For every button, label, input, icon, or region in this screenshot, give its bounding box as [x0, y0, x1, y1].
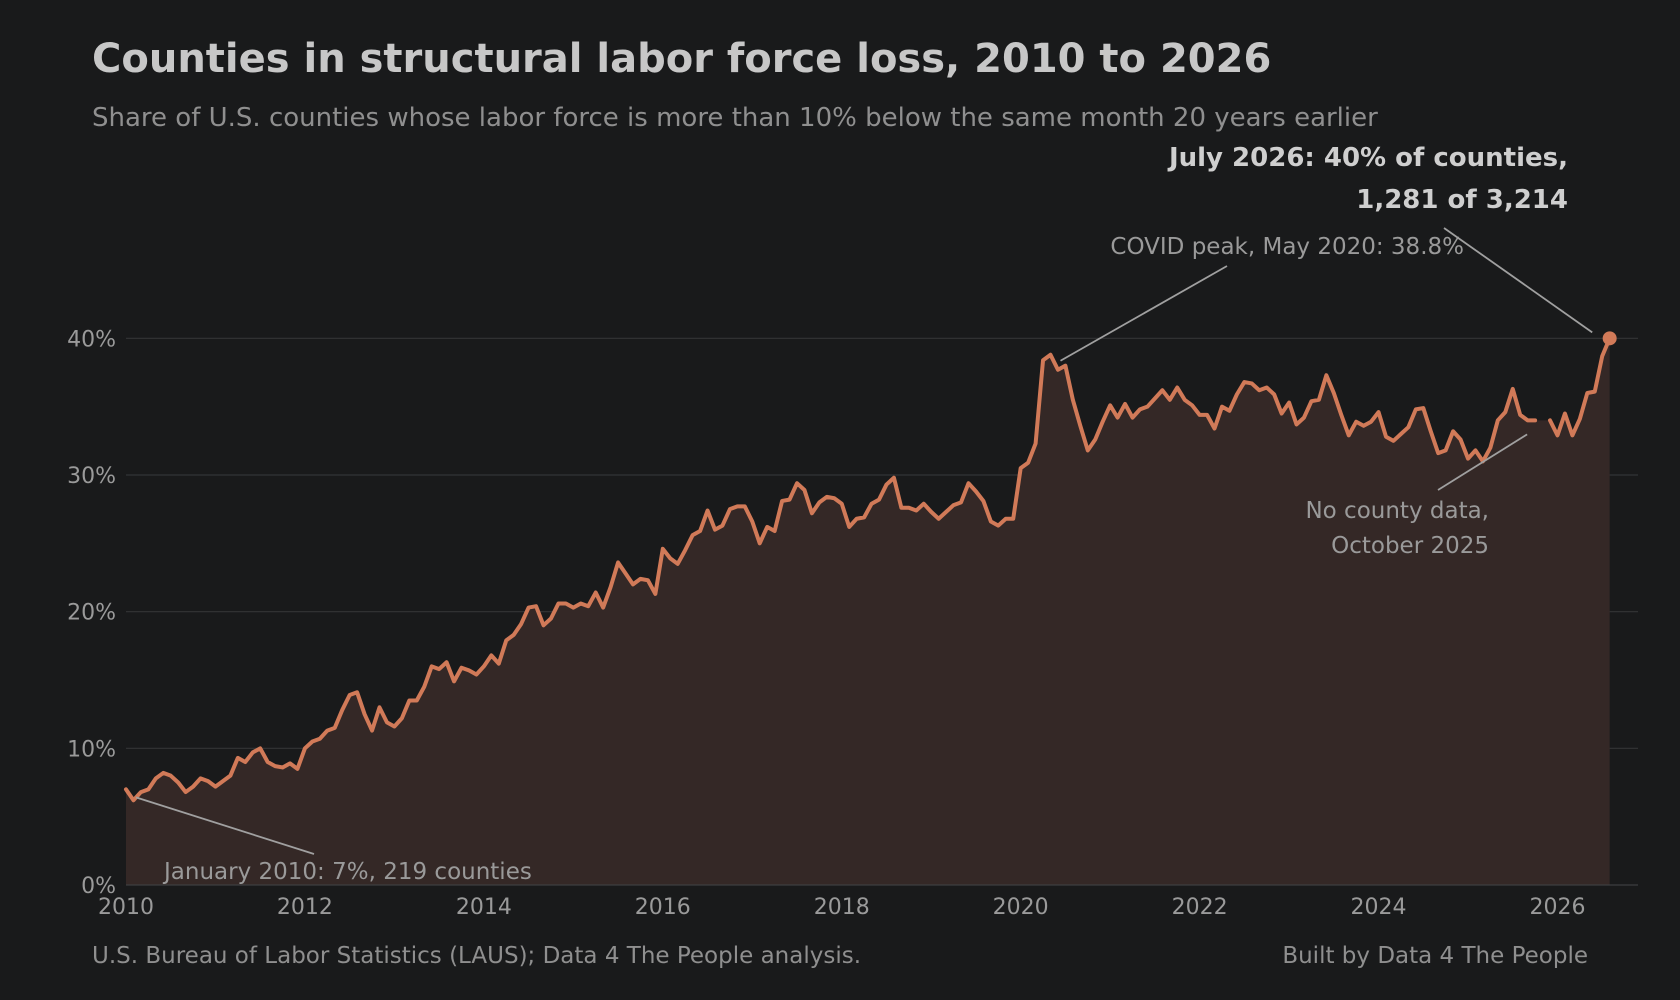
x-tick-label: 2012 — [277, 895, 333, 920]
y-tick-label: 0% — [81, 874, 116, 899]
annotation-leader-covid-peak — [1060, 265, 1228, 362]
annotation-leader-no-data — [1437, 433, 1528, 491]
credit-note: Built by Data 4 The People — [1282, 943, 1588, 969]
annotation-covid-peak: COVID peak, May 2020: 38.8% — [1110, 234, 1464, 260]
x-tick-label: 2010 — [98, 895, 154, 920]
x-tick-label: 2026 — [1529, 895, 1585, 920]
annotation-leader-jan-2010 — [135, 796, 315, 855]
x-tick-label: 2024 — [1351, 895, 1407, 920]
chart-title: Counties in structural labor force loss,… — [92, 36, 1272, 82]
y-tick-label: 20% — [67, 601, 116, 626]
annotation-jul-2026-line-1: July 2026: 40% of counties, — [1167, 143, 1568, 173]
x-tick-label: 2022 — [1172, 895, 1228, 920]
area-fill — [126, 338, 1610, 885]
annotation-no-data-line-2: October 2025 — [1331, 533, 1489, 559]
y-tick-label: 10% — [67, 737, 116, 762]
axes: 0% 10% 20% 30% 40% 2010 2012 2014 2016 2018 2020 20… — [67, 327, 1638, 920]
annotation-leader-jul-2026 — [1443, 227, 1593, 334]
annotation-jan-2010: January 2010: 7%, 219 counties — [162, 859, 532, 885]
x-tick-label: 2018 — [814, 895, 870, 920]
annotation-no-data-line-1: No county data, — [1305, 498, 1489, 524]
series-line-layer — [124, 331, 1617, 803]
area-fill-layer — [126, 338, 1610, 885]
annotation-jul-2026-line-2: 1,281 of 3,214 — [1356, 185, 1568, 215]
latest-point-marker — [1602, 331, 1617, 346]
x-tick-label: 2020 — [993, 895, 1049, 920]
y-tick-label: 30% — [67, 464, 116, 489]
series-line-segment-1 — [124, 352, 1538, 803]
series-line-segment-2 — [1548, 336, 1612, 438]
x-tick-label: 2014 — [456, 895, 512, 920]
annotations: January 2010: 7%, 219 counties COVID peak… — [135, 143, 1593, 885]
chart-subtitle: Share of U.S. counties whose labor force… — [92, 103, 1378, 133]
y-tick-label: 40% — [67, 327, 116, 352]
x-tick-label: 2016 — [635, 895, 691, 920]
source-note: U.S. Bureau of Labor Statistics (LAUS); … — [92, 943, 862, 969]
